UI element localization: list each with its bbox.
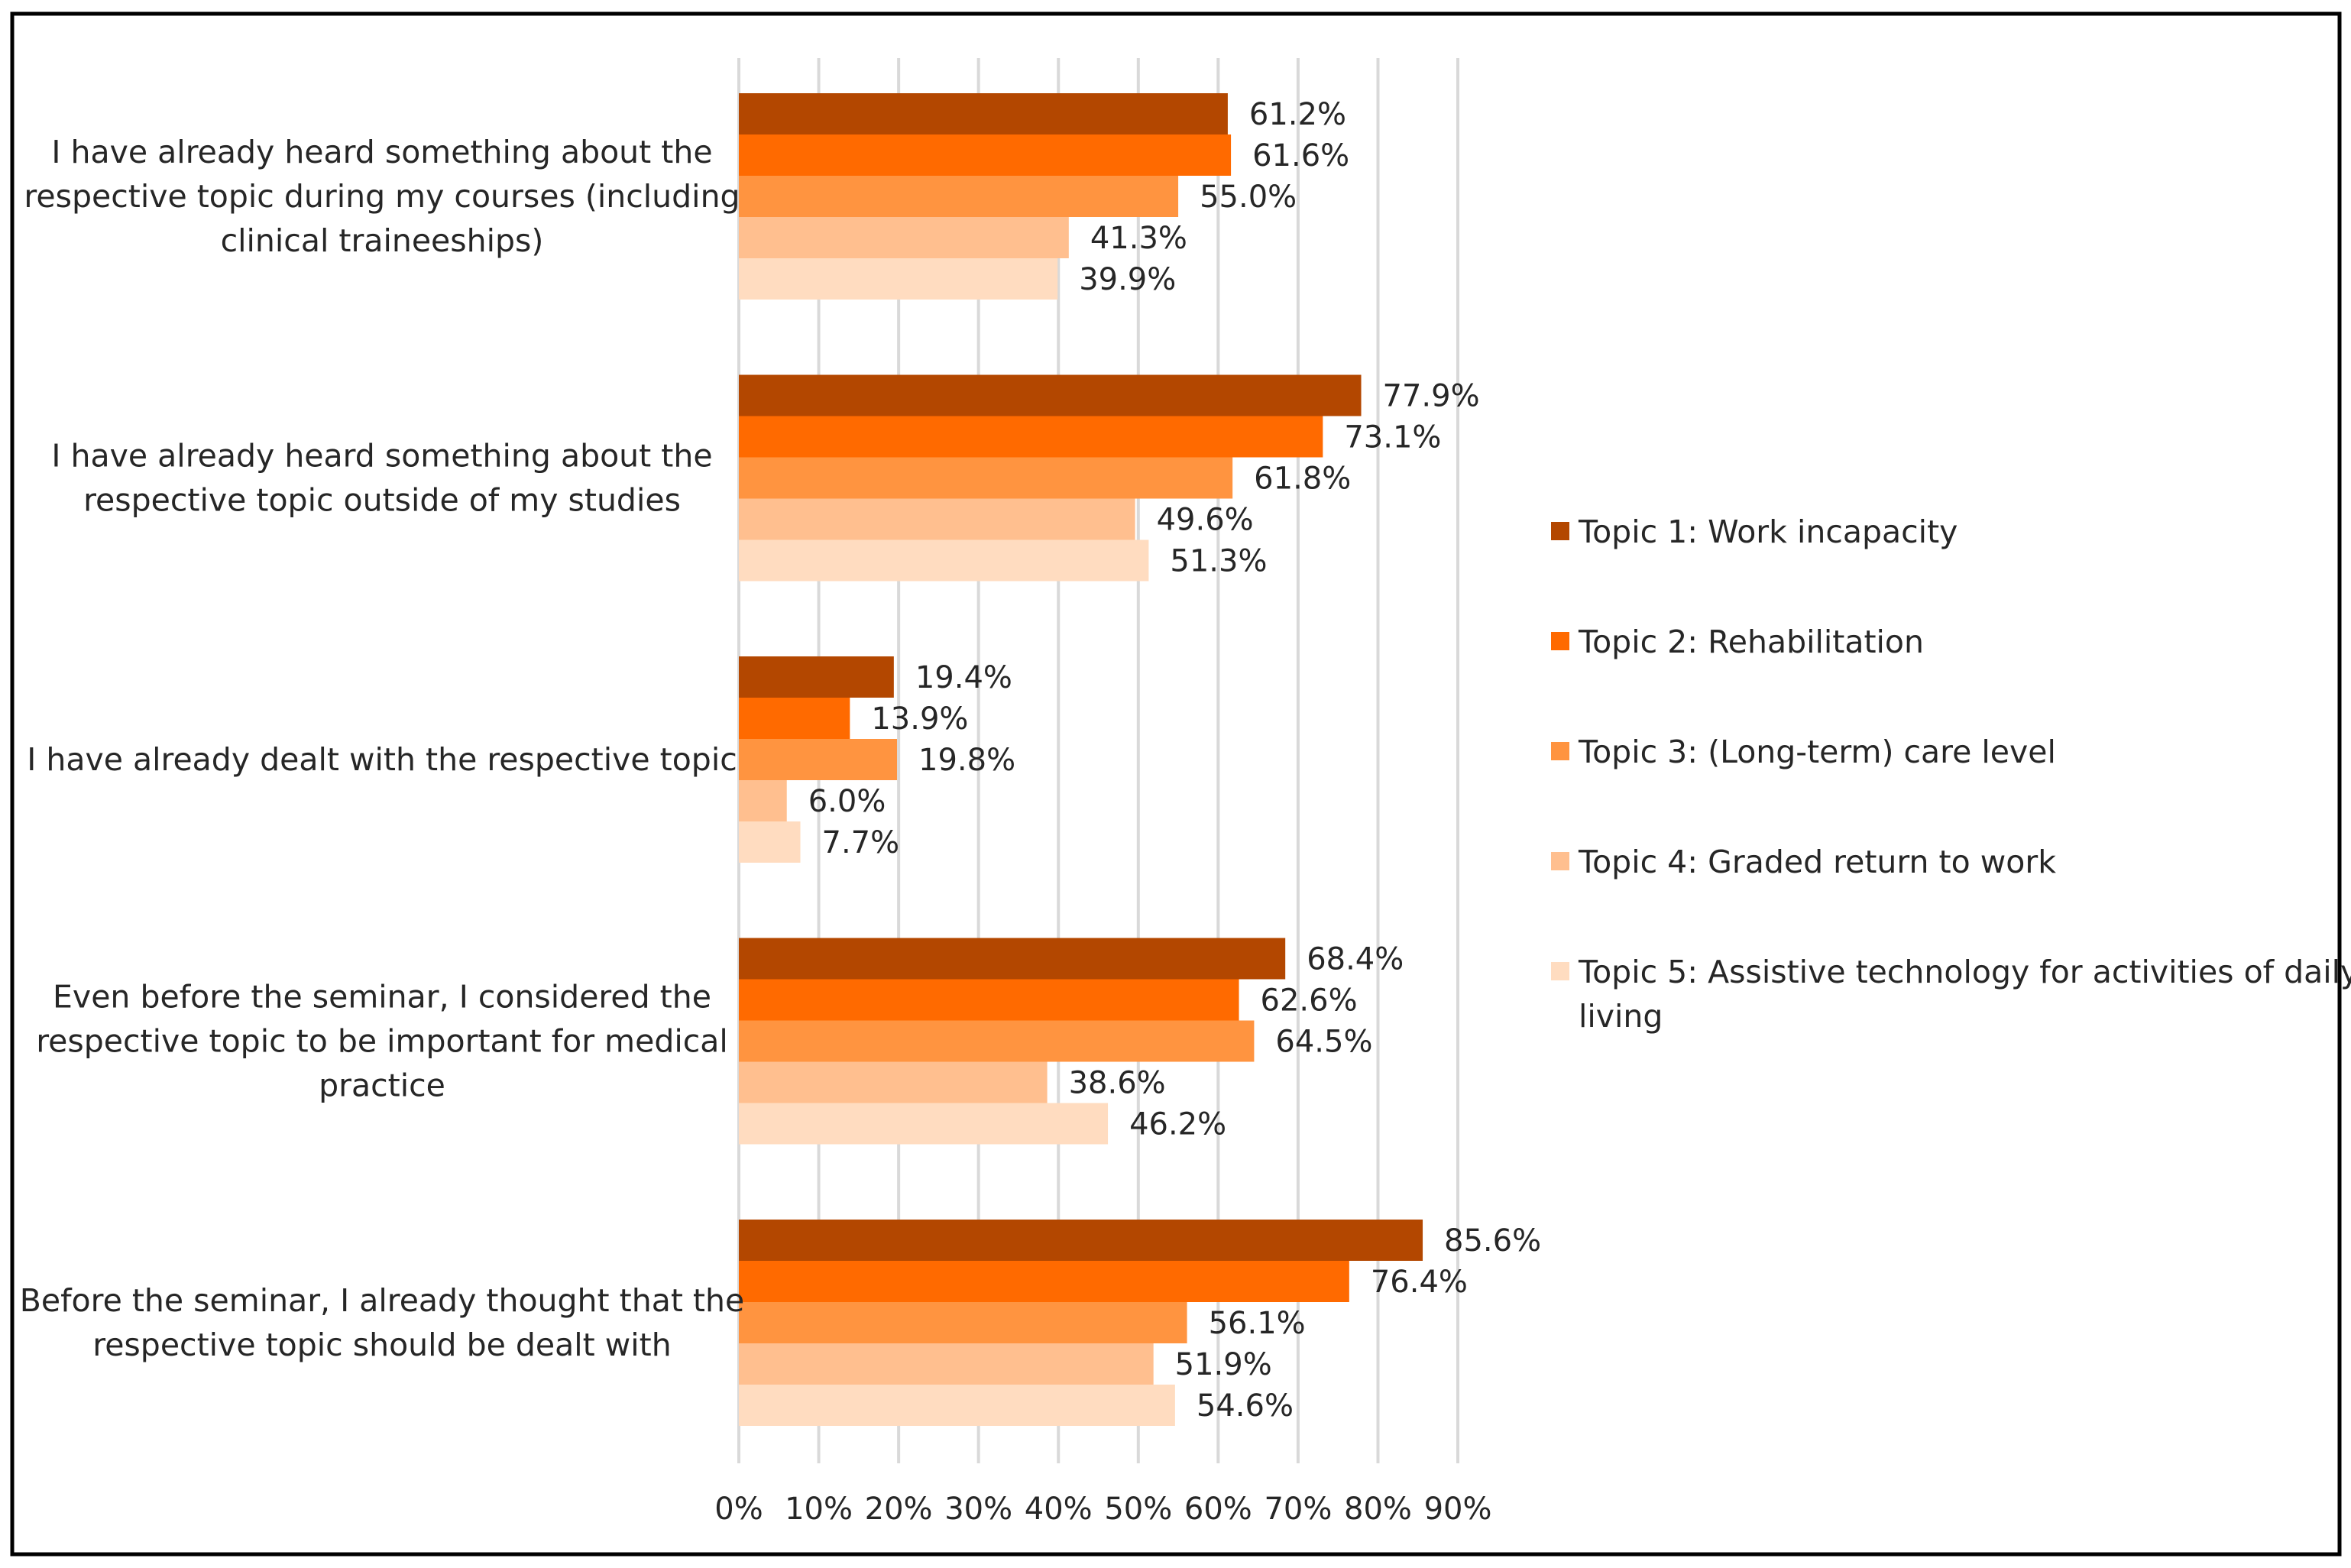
legend-label-line: Topic 3: (Long-term) care level bbox=[1578, 734, 2056, 770]
data-label: 19.4% bbox=[915, 660, 1012, 695]
bar-topic-2 bbox=[739, 698, 850, 739]
bars bbox=[739, 93, 1423, 1426]
category-label-line: respective topic outside of my studies bbox=[83, 482, 681, 519]
data-label: 39.9% bbox=[1079, 262, 1176, 297]
x-tick-label: 30% bbox=[944, 1492, 1012, 1527]
data-label: 68.4% bbox=[1307, 942, 1404, 977]
bar-topic-2 bbox=[739, 416, 1323, 458]
category-label-line: practice bbox=[319, 1067, 445, 1104]
data-label: 76.4% bbox=[1371, 1265, 1468, 1300]
bar-topic-1 bbox=[739, 93, 1228, 134]
data-label: 61.8% bbox=[1254, 462, 1351, 497]
bar-topic-2 bbox=[739, 1261, 1349, 1302]
bar-topic-4 bbox=[739, 498, 1135, 540]
data-label: 61.2% bbox=[1249, 97, 1346, 132]
data-label: 56.1% bbox=[1209, 1306, 1306, 1341]
data-labels: 61.2% 61.6% 55.0% 41.3% 39.9% 77.9% 73.1% 61.8%… bbox=[808, 97, 1541, 1424]
category-label: I have already heard something about the… bbox=[51, 438, 712, 519]
bar-topic-5 bbox=[739, 821, 801, 863]
bar-topic-4 bbox=[739, 1343, 1154, 1385]
data-label: 51.9% bbox=[1175, 1347, 1272, 1382]
legend-label-topic-5: Topic 5: Assistive technology for activi… bbox=[1578, 954, 2351, 1035]
data-label: 55.0% bbox=[1200, 180, 1297, 215]
bar-topic-1 bbox=[739, 938, 1286, 980]
data-label: 7.7% bbox=[822, 825, 900, 860]
data-label: 6.0% bbox=[808, 784, 886, 819]
legend-label-line: Topic 5: Assistive technology for activi… bbox=[1578, 954, 2351, 990]
data-label: 41.3% bbox=[1090, 221, 1187, 256]
data-label: 19.8% bbox=[918, 743, 1015, 778]
bar-topic-5 bbox=[739, 1103, 1109, 1145]
legend-label-line: Topic 4: Graded return to work bbox=[1578, 844, 2056, 880]
category-label-line: Before the seminar, I already thought th… bbox=[20, 1282, 744, 1319]
category-label: I have already dealt with the respective… bbox=[27, 741, 737, 778]
x-tick-label: 90% bbox=[1424, 1492, 1492, 1527]
category-label-line: Even before the seminar, I considered th… bbox=[53, 979, 711, 1016]
x-tick-label: 60% bbox=[1184, 1492, 1252, 1527]
data-label: 46.2% bbox=[1129, 1107, 1226, 1142]
bar-topic-2 bbox=[739, 134, 1232, 176]
legend-swatch-topic-4 bbox=[1551, 852, 1569, 870]
x-tick-label: 70% bbox=[1264, 1492, 1332, 1527]
legend-label-line: Topic 2: Rehabilitation bbox=[1578, 624, 1924, 660]
bar-topic-5 bbox=[739, 1385, 1175, 1426]
data-label: 51.3% bbox=[1170, 544, 1267, 579]
legend-swatch-topic-5 bbox=[1551, 962, 1569, 980]
x-tick-label: 40% bbox=[1025, 1492, 1093, 1527]
x-tick-label: 0% bbox=[714, 1492, 763, 1527]
category-label-line: I have already heard something about the bbox=[51, 438, 712, 475]
bar-topic-2 bbox=[739, 979, 1239, 1021]
bar-topic-3 bbox=[739, 1020, 1255, 1062]
bar-topic-1 bbox=[739, 374, 1362, 416]
x-axis-ticks: 0% 10% 20% 30% 40% 50% 60% 70% 80% 90% bbox=[714, 1492, 1491, 1527]
data-label: 54.6% bbox=[1197, 1388, 1294, 1424]
legend: Topic 1: Work incapacity Topic 2: Rehabil… bbox=[1551, 513, 2351, 1035]
category-label-line: respective topic to be important for med… bbox=[36, 1023, 728, 1060]
legend-swatch-topic-3 bbox=[1551, 742, 1569, 760]
data-label: 62.6% bbox=[1261, 983, 1358, 1019]
bar-topic-3 bbox=[739, 176, 1179, 217]
legend-swatch-topic-2 bbox=[1551, 632, 1569, 650]
data-label: 85.6% bbox=[1444, 1223, 1541, 1259]
data-label: 13.9% bbox=[871, 701, 968, 737]
legend-label-line: Topic 1: Work incapacity bbox=[1578, 513, 1958, 550]
legend-label-topic-2: Topic 2: Rehabilitation bbox=[1578, 624, 1924, 660]
data-label: 64.5% bbox=[1275, 1025, 1372, 1060]
bar-topic-5 bbox=[739, 539, 1149, 582]
category-label-line: I have already heard something about the bbox=[51, 134, 712, 170]
category-labels: I have already heard something about the… bbox=[20, 134, 744, 1363]
bar-topic-5 bbox=[739, 258, 1058, 300]
category-label-line: respective topic should be dealt with bbox=[92, 1327, 671, 1363]
legend-label-topic-1: Topic 1: Work incapacity bbox=[1578, 513, 1958, 550]
data-label: 77.9% bbox=[1383, 379, 1480, 414]
data-label: 73.1% bbox=[1344, 420, 1441, 455]
x-tick-label: 10% bbox=[785, 1492, 853, 1527]
bar-topic-3 bbox=[739, 1302, 1187, 1343]
legend-swatch-topic-1 bbox=[1551, 522, 1569, 540]
x-tick-label: 80% bbox=[1344, 1492, 1412, 1527]
bar-topic-1 bbox=[739, 656, 894, 698]
bar-topic-4 bbox=[739, 217, 1069, 258]
data-label: 61.6% bbox=[1252, 138, 1349, 173]
category-label-line: respective topic during my courses (incl… bbox=[24, 178, 740, 215]
bar-topic-4 bbox=[739, 1061, 1048, 1103]
bar-topic-4 bbox=[739, 780, 787, 821]
category-label-line: I have already dealt with the respective… bbox=[27, 741, 737, 778]
data-label: 49.6% bbox=[1157, 503, 1254, 538]
legend-label-line: living bbox=[1579, 998, 1663, 1035]
category-label: I have already heard something about the… bbox=[24, 134, 740, 259]
legend-label-topic-3: Topic 3: (Long-term) care level bbox=[1578, 734, 2056, 770]
data-label: 38.6% bbox=[1069, 1066, 1166, 1101]
bar-topic-3 bbox=[739, 739, 898, 780]
category-label-line: clinical traineeships) bbox=[221, 222, 544, 259]
x-tick-label: 20% bbox=[865, 1492, 933, 1527]
bar-topic-3 bbox=[739, 457, 1233, 499]
x-tick-label: 50% bbox=[1104, 1492, 1172, 1527]
bar-topic-1 bbox=[739, 1220, 1423, 1261]
legend-label-topic-4: Topic 4: Graded return to work bbox=[1578, 844, 2056, 880]
category-label: Before the seminar, I already thought th… bbox=[20, 1282, 744, 1363]
category-label: Even before the seminar, I considered th… bbox=[36, 979, 728, 1104]
